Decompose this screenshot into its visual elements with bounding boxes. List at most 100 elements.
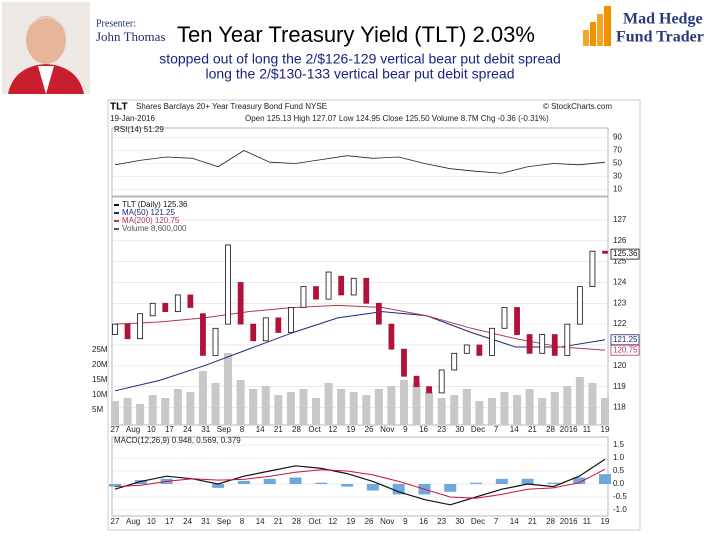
candle bbox=[589, 250, 596, 288]
x-tick-label: 28 bbox=[546, 517, 555, 526]
x-tick-label: 26 bbox=[365, 517, 374, 526]
x-tick-label: 9 bbox=[403, 425, 408, 434]
y-tick-label: 30 bbox=[613, 172, 622, 181]
y-tick-label: 25M bbox=[92, 345, 108, 354]
y-tick-label: 119 bbox=[613, 382, 626, 391]
x-tick-label: 11 bbox=[583, 425, 592, 434]
y-tick-label: 15M bbox=[92, 375, 108, 384]
volume-bar bbox=[437, 398, 446, 425]
macd-histogram bbox=[495, 478, 508, 484]
macd-histogram bbox=[263, 478, 276, 484]
source: © StockCharts.com bbox=[543, 102, 612, 111]
candle bbox=[539, 334, 546, 354]
presenter-name: John Thomas bbox=[96, 29, 165, 44]
x-tick-label: Sep bbox=[217, 425, 232, 434]
presenter-photo bbox=[2, 2, 90, 94]
x-tick-label: 31 bbox=[201, 517, 210, 526]
y-tick-label: 126 bbox=[613, 236, 627, 245]
x-tick-label: 28 bbox=[292, 425, 301, 434]
candle bbox=[300, 286, 307, 308]
volume-bar bbox=[575, 377, 584, 425]
y-tick-label: 10M bbox=[92, 390, 108, 399]
macd-histogram bbox=[366, 484, 379, 491]
x-tick-label: 19 bbox=[346, 517, 355, 526]
x-tick-label: 30 bbox=[455, 517, 464, 526]
candle bbox=[576, 286, 583, 325]
y-tick-label: 1.5 bbox=[613, 440, 625, 449]
x-tick-label: 26 bbox=[365, 425, 374, 434]
volume-bar bbox=[462, 389, 471, 425]
volume-bar bbox=[387, 386, 396, 425]
volume-bar bbox=[198, 371, 207, 425]
x-tick-label: 16 bbox=[419, 517, 428, 526]
candle bbox=[451, 352, 458, 371]
y-tick-label: 122 bbox=[613, 319, 627, 328]
candle bbox=[162, 302, 169, 313]
x-tick-label: Dec bbox=[471, 425, 485, 434]
volume-bar bbox=[500, 392, 509, 425]
subtitle: stopped out of long the 2/$126-129 verti… bbox=[159, 51, 561, 67]
volume-bar bbox=[274, 395, 283, 425]
legend-entry: MA(200) 120.75 bbox=[122, 216, 180, 225]
price-tag bbox=[610, 248, 640, 260]
rsi-line bbox=[114, 150, 606, 174]
volume-bar bbox=[249, 389, 258, 425]
price-tag-label: 121.25 bbox=[613, 335, 638, 344]
x-tick-label: 17 bbox=[165, 517, 174, 526]
panel bbox=[111, 127, 609, 197]
x-tick-label: 8 bbox=[240, 517, 245, 526]
y-tick-label: 1.0 bbox=[613, 453, 625, 462]
volume-bar bbox=[450, 395, 459, 425]
logo: Mad Hedge Fund Trader bbox=[583, 6, 704, 46]
x-tick-label: Nov bbox=[380, 517, 394, 526]
y-tick-label: 20M bbox=[92, 360, 108, 369]
y-tick-label: 125 bbox=[613, 257, 627, 266]
volume-bar bbox=[111, 401, 119, 425]
volume-bar bbox=[299, 389, 308, 425]
x-tick-label: 12 bbox=[328, 425, 337, 434]
description: Shares Barclays 20+ Year Treasury Bond F… bbox=[136, 102, 327, 111]
candle bbox=[250, 323, 257, 342]
volume-bar bbox=[412, 383, 421, 425]
legend-entry: TLT (Daily) 125.36 bbox=[122, 200, 188, 209]
legend-entry: Volume 8,600,000 bbox=[122, 224, 187, 233]
x-tick-label: 21 bbox=[528, 517, 537, 526]
slide-title: Ten Year Treasury Yield (TLT) 2.03% bbox=[177, 22, 535, 47]
candle bbox=[112, 323, 118, 335]
x-tick-label: 14 bbox=[510, 517, 519, 526]
x-tick-label: 2016 bbox=[560, 517, 578, 526]
candle bbox=[338, 275, 345, 296]
candle bbox=[375, 302, 382, 325]
volume-bar bbox=[211, 383, 220, 425]
volume-bar bbox=[374, 389, 383, 425]
macd-histogram bbox=[212, 484, 225, 488]
candle bbox=[476, 344, 483, 356]
macd-histogram bbox=[444, 484, 457, 492]
volume-bar bbox=[563, 386, 572, 425]
y-tick-label: 5M bbox=[92, 405, 103, 414]
volume-bar bbox=[475, 401, 484, 425]
candle bbox=[187, 294, 194, 308]
volume-bar bbox=[525, 389, 534, 425]
x-tick-label: 21 bbox=[274, 425, 283, 434]
macd-histogram bbox=[315, 482, 328, 484]
candle bbox=[212, 327, 219, 356]
logo-text: Mad Hedge bbox=[623, 11, 703, 28]
candle bbox=[438, 369, 445, 394]
macd-histogram bbox=[547, 482, 560, 484]
x-tick-label: Dec bbox=[471, 517, 485, 526]
macd-histogram bbox=[470, 482, 483, 484]
volume-bar bbox=[425, 392, 434, 425]
y-tick-label: 70 bbox=[613, 146, 622, 155]
x-tick-label: 27 bbox=[111, 517, 120, 526]
x-tick-label: 14 bbox=[510, 425, 519, 434]
macd-histogram bbox=[341, 484, 354, 487]
y-tick-label: 118 bbox=[613, 403, 626, 412]
x-tick-label: 12 bbox=[328, 517, 337, 526]
candle bbox=[463, 344, 470, 354]
y-tick-label: -0.5 bbox=[613, 492, 627, 501]
x-tick-label: Aug bbox=[126, 517, 140, 526]
x-tick-label: 23 bbox=[437, 517, 446, 526]
symbol: TLT bbox=[110, 102, 128, 113]
volume-bar bbox=[349, 392, 358, 425]
